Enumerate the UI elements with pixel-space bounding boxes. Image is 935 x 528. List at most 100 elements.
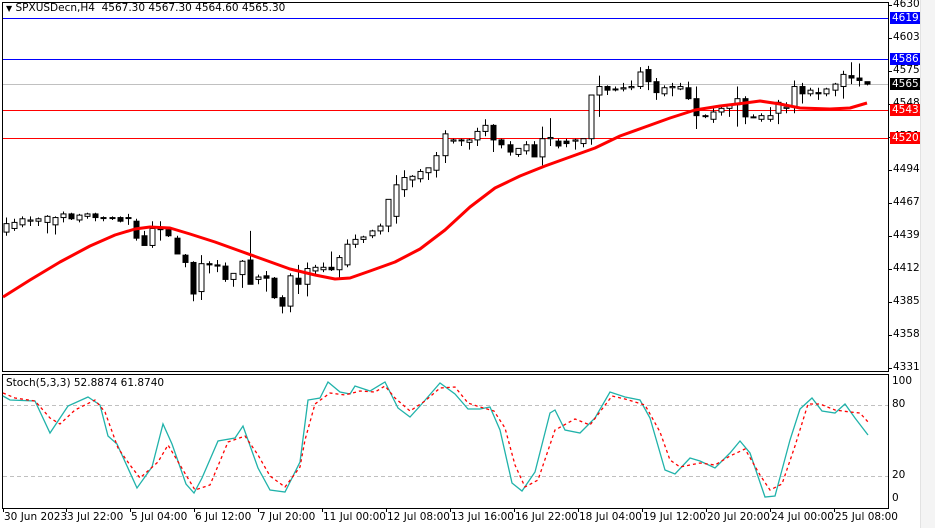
stochastic-axis-label: 80: [892, 398, 906, 410]
bullish-candle: [230, 272, 237, 280]
collapse-triangle-icon[interactable]: ▼: [6, 4, 13, 13]
bullish-candle: [482, 124, 489, 132]
bearish-candle: [531, 144, 538, 158]
bullish-candle: [100, 217, 107, 220]
time-axis-label: 20 Jul 20:00: [707, 511, 770, 523]
bullish-candle: [832, 83, 839, 91]
bearish-candle: [214, 264, 221, 267]
bullish-candle: [588, 94, 595, 140]
time-axis-label: 11 Jul 00:00: [323, 511, 386, 523]
bearish-candle: [742, 98, 749, 118]
bearish-candle: [174, 237, 181, 255]
bearish-candle: [182, 254, 189, 263]
bullish-candle: [758, 115, 765, 120]
bullish-candle: [27, 219, 34, 222]
stochastic-label: Stoch(5,3,3) 52.8874 61.8740: [6, 377, 165, 389]
bearish-candle: [856, 77, 863, 81]
bearish-candle: [555, 140, 562, 147]
time-axis-label: 5 Jul 04:00: [131, 511, 188, 523]
time-axis-label: 19 Jul 12:00: [643, 511, 706, 523]
bullish-candle: [149, 227, 156, 246]
bullish-candle: [783, 106, 790, 109]
bullish-candle: [677, 86, 684, 90]
stochastic-axis-label: 0: [892, 492, 899, 504]
bullish-candle: [433, 155, 440, 171]
bullish-candle: [84, 213, 91, 217]
stochastic-axis-label: 20: [892, 469, 906, 481]
bearish-candle: [279, 297, 286, 307]
bullish-candle: [474, 130, 481, 141]
bearish-candle: [645, 69, 652, 83]
bearish-candle: [507, 144, 514, 153]
bullish-candle: [637, 71, 644, 88]
bullish-candle: [312, 266, 319, 272]
time-axis-label: 7 Jul 20:00: [259, 511, 316, 523]
bearish-candle: [799, 86, 806, 95]
bullish-candle: [466, 139, 473, 143]
bullish-candle: [791, 86, 798, 108]
bullish-candle: [11, 221, 18, 229]
bullish-candle: [539, 138, 546, 158]
bearish-candle: [815, 92, 822, 95]
stochastic-axis-label: 100: [892, 375, 913, 387]
bearish-candle: [295, 277, 302, 285]
bullish-candle: [409, 175, 416, 181]
bearish-candle: [117, 217, 124, 222]
bullish-candle: [239, 260, 246, 276]
moving-average-line: [2, 99, 868, 299]
bullish-candle: [628, 86, 635, 89]
bullish-candle: [255, 276, 262, 280]
bearish-candle: [206, 263, 213, 266]
right-scroll-strip[interactable]: [920, 0, 935, 528]
bullish-candle: [393, 184, 400, 217]
bearish-candle: [328, 266, 335, 271]
bullish-candle: [35, 218, 42, 222]
bullish-candle: [352, 238, 359, 245]
bearish-candle: [263, 275, 270, 279]
bullish-candle: [823, 88, 830, 95]
bullish-candle: [515, 147, 522, 155]
bullish-candle: [702, 115, 709, 118]
ohlc-values: 4567.30 4567.30 4564.60 4565.30: [101, 2, 286, 14]
bullish-candle: [417, 170, 424, 180]
bullish-candle: [125, 217, 132, 220]
bearish-candle: [222, 265, 229, 280]
bullish-candle: [60, 213, 67, 219]
bullish-candle: [547, 136, 554, 140]
stochastic-panel-frame: [2, 374, 889, 509]
bullish-candle: [304, 268, 311, 285]
bullish-candle: [710, 111, 717, 120]
bullish-candle: [767, 115, 774, 120]
bullish-candle: [425, 167, 432, 174]
bullish-candle: [76, 214, 83, 221]
bearish-candle: [68, 213, 75, 220]
bullish-candle: [596, 86, 603, 96]
price-axis-label: 4630.20: [893, 0, 935, 10]
time-axis-label: 3 Jul 22:00: [67, 511, 124, 523]
bullish-candle: [385, 198, 392, 227]
bullish-candle: [718, 107, 725, 113]
time-axis-label: 18 Jul 04:00: [579, 511, 642, 523]
bullish-candle: [750, 116, 757, 119]
time-axis-label: 25 Jul 08:00: [835, 511, 898, 523]
bullish-candle: [52, 217, 59, 226]
price-panel-frame: [2, 2, 889, 372]
time-axis-label: 13 Jul 16:00: [451, 511, 514, 523]
bullish-candle: [612, 88, 619, 91]
bullish-candle: [661, 87, 668, 95]
bearish-candle: [653, 81, 660, 94]
bullish-candle: [523, 144, 530, 152]
bullish-candle: [840, 73, 847, 88]
bullish-candle: [369, 230, 376, 237]
bullish-candle: [458, 139, 465, 142]
bearish-candle: [92, 213, 99, 219]
bearish-candle: [141, 235, 148, 246]
bearish-candle: [604, 86, 611, 91]
chart-title: ▼ SPXUSDecn,H4 4567.30 4567.30 4564.60 4…: [6, 2, 285, 14]
bearish-candle: [693, 98, 700, 117]
bullish-candle: [19, 218, 26, 226]
bearish-candle: [271, 277, 278, 299]
bearish-candle: [190, 261, 197, 295]
